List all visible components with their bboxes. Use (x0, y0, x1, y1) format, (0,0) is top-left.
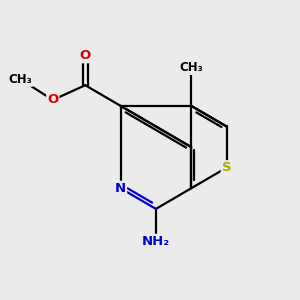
Text: O: O (80, 49, 91, 62)
Text: CH₃: CH₃ (9, 73, 32, 86)
Text: CH₃: CH₃ (179, 61, 203, 74)
Text: S: S (222, 161, 231, 174)
Text: NH₂: NH₂ (142, 235, 170, 248)
Text: O: O (47, 93, 58, 106)
Text: N: N (115, 182, 126, 195)
